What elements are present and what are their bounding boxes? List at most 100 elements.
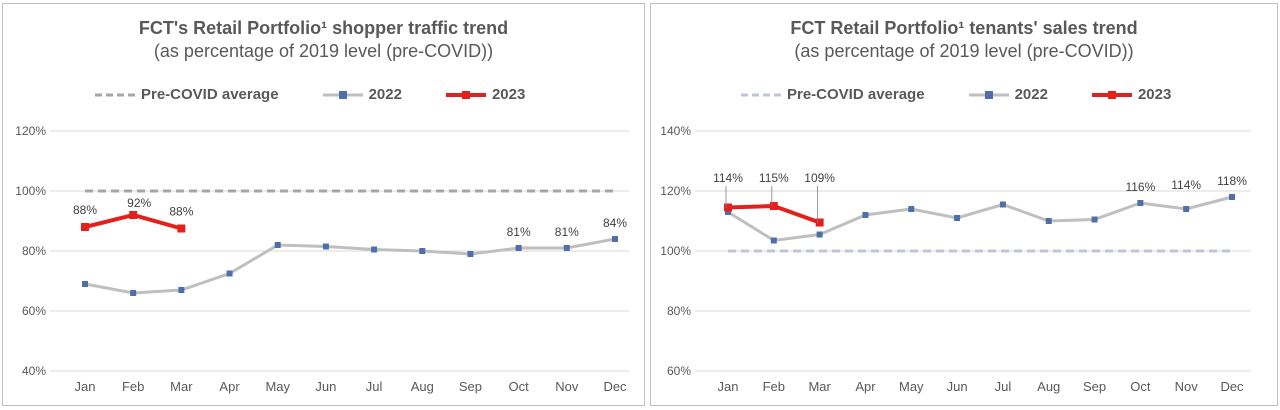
data-point [770, 237, 777, 244]
x-tick-label: Feb [122, 379, 144, 394]
legend: Pre-COVID average 2022 2023 [741, 86, 1215, 103]
data-label: 88% [169, 205, 193, 219]
x-tick-label: Jun [315, 379, 336, 394]
x-tick-label: Nov [555, 379, 579, 394]
data-label: 116% [1125, 180, 1155, 194]
legend-swatch-icon [95, 93, 135, 96]
y-tick-label: 100% [660, 244, 691, 258]
series-line-2022 [84, 237, 616, 295]
x-tick-label: Jan [75, 379, 96, 394]
x-tick-label: Oct [509, 379, 530, 394]
x-tick-label: Dec [603, 379, 627, 394]
chart-title: FCT Retail Portfolio¹ tenants' sales tre… [790, 18, 1138, 38]
data-point [862, 212, 869, 218]
legend-label: 2022 [368, 86, 402, 103]
x-tick-label: Apr [855, 379, 876, 394]
x-tick-label: Jun [947, 379, 968, 394]
plot-area: 60% 80% 100% 120% 140% Jan Feb Mar Apr May Jun Jul A… [660, 124, 1251, 394]
legend-item: Pre-COVID average [741, 86, 925, 103]
data-label: 109% [804, 171, 835, 185]
legend-item: 2023 [1091, 86, 1172, 103]
data-point [371, 246, 378, 253]
data-label: 118% [1217, 174, 1247, 188]
data-label: 92% [127, 196, 151, 210]
data-point [515, 245, 522, 251]
legend-swatch-icon [968, 90, 1009, 99]
data-point [1183, 206, 1190, 212]
data-point [815, 218, 824, 227]
legend-label: Pre-COVID average [141, 86, 279, 103]
data-label: 88% [73, 203, 97, 217]
data-point [612, 236, 618, 242]
data-point [178, 287, 185, 293]
x-tick-label: Mar [170, 379, 193, 394]
x-tick-label: Aug [411, 379, 434, 394]
legend-item: 2022 [322, 86, 402, 103]
data-point [1229, 194, 1235, 200]
data-label: 115% [759, 171, 789, 185]
y-tick-label: 60% [22, 304, 46, 318]
data-label: 114% [1171, 178, 1201, 192]
data-point [724, 203, 732, 212]
x-tick-label: Jan [718, 379, 739, 394]
y-tick-label: 100% [15, 184, 46, 198]
y-tick-label: 120% [15, 124, 46, 138]
data-point [1137, 200, 1144, 206]
x-tick-label: Sep [1083, 379, 1106, 394]
x-tick-label: Apr [219, 379, 240, 394]
data-point [999, 201, 1006, 208]
x-tick-label: May [899, 379, 924, 394]
legend-item: 2023 [445, 86, 526, 103]
series-line-2022 [727, 195, 1233, 243]
legend-item: Pre-COVID average [95, 86, 279, 103]
data-point [1091, 216, 1098, 223]
legend-label: 2023 [491, 86, 526, 103]
y-tick-label: 140% [660, 124, 691, 138]
data-point [81, 223, 89, 231]
x-tick-label: Jul [366, 379, 383, 394]
x-tick-label: Oct [1130, 379, 1151, 394]
data-point [563, 245, 570, 251]
data-point [129, 211, 138, 219]
data-point [226, 270, 233, 277]
data-point [954, 215, 961, 221]
data-label: 84% [603, 216, 627, 230]
tenant-sales-chart: FCT Retail Portfolio¹ tenants' sales tre… [650, 3, 1278, 406]
x-tick-label: Feb [763, 379, 785, 394]
data-point [82, 281, 88, 287]
data-point [769, 202, 778, 210]
y-tick-label: 40% [22, 364, 46, 378]
data-label: 81% [507, 225, 531, 239]
data-point [725, 209, 731, 215]
legend-swatch-icon [322, 90, 363, 99]
y-tick-label: 80% [22, 244, 46, 258]
data-point [177, 224, 186, 233]
data-point [467, 251, 474, 257]
y-tick-label: 60% [667, 364, 691, 378]
legend-swatch-icon [741, 93, 781, 96]
data-point [274, 242, 281, 248]
data-point [816, 231, 823, 238]
data-point [130, 290, 137, 296]
x-tick-label: Mar [808, 379, 831, 394]
data-point [322, 243, 329, 250]
x-tick-label: Aug [1037, 379, 1060, 394]
y-tick-label: 120% [660, 184, 691, 198]
shopper-traffic-chart: FCT's Retail Portfolio¹ shopper traffic … [2, 3, 645, 406]
x-tick-label: Nov [1175, 379, 1199, 394]
x-tick-label: Dec [1220, 379, 1244, 394]
x-tick-label: Jul [995, 379, 1012, 394]
legend: Pre-COVID average 2022 2023 [95, 86, 569, 103]
x-tick-label: May [265, 379, 290, 394]
legend-label: 2023 [1137, 86, 1172, 103]
legend-label: 2022 [1014, 86, 1048, 103]
legend-item: 2022 [968, 86, 1048, 103]
chart-subtitle: (as percentage of 2019 level (pre-COVID)… [794, 41, 1134, 61]
chart-title: FCT's Retail Portfolio¹ shopper traffic … [138, 18, 509, 38]
y-tick-label: 80% [667, 304, 691, 318]
legend-label: Pre-COVID average [787, 86, 925, 103]
x-tick-label: Sep [459, 379, 482, 394]
chart-subtitle: (as percentage of 2019 level (pre-COVID)… [153, 41, 494, 61]
data-point [419, 248, 426, 254]
legend-swatch-icon [445, 90, 486, 99]
